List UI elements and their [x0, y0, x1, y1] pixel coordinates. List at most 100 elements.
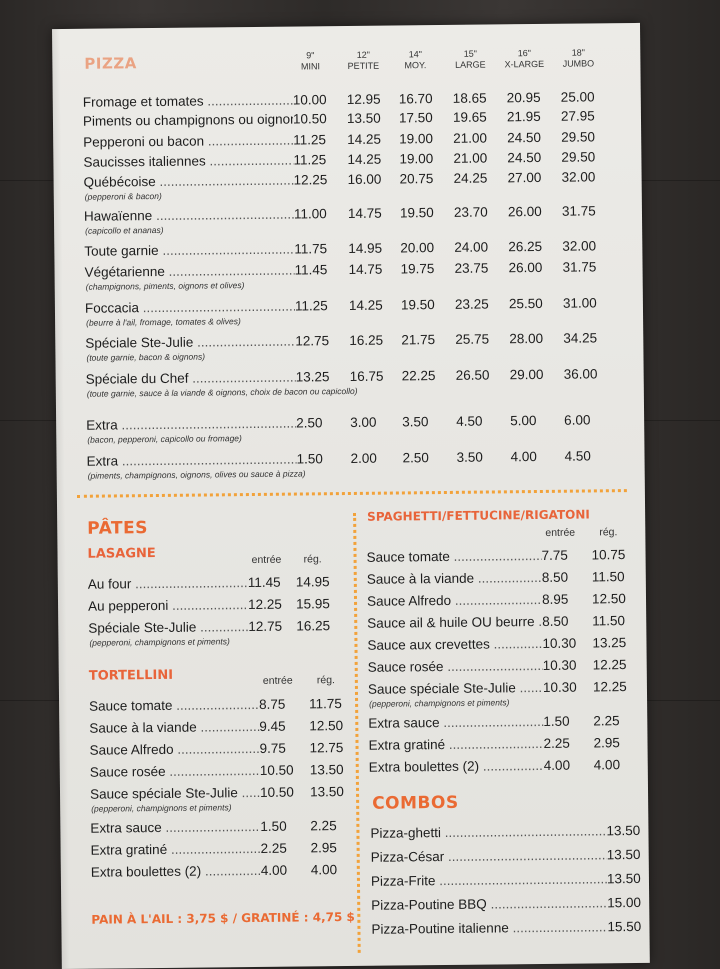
pizza-size-column: 12" PETITE	[340, 50, 386, 72]
spaghetti-title: SPAGHETTI/FETTUCINE/RIGATONI	[367, 507, 590, 524]
pizza-price: 20.95	[506, 89, 541, 106]
pizza-price: 24.25	[453, 170, 488, 186]
pizza-price: 14.75	[347, 205, 382, 221]
menu-price-reg: 13.50	[309, 784, 344, 800]
menu-item-name: Sauce aux crevettes	[367, 636, 542, 654]
pizza-price: 21.00	[453, 130, 488, 146]
pizza-name: Extra	[86, 416, 296, 434]
pizza-price: 20.75	[399, 171, 434, 187]
pizza-price: 4.00	[510, 449, 537, 465]
pates-title: PÂTES	[87, 518, 149, 539]
menu-price-entree: 1.50	[543, 713, 570, 729]
pizza-price: 16.25	[349, 332, 384, 348]
pizza-price: 31.00	[562, 295, 597, 311]
pizza-price: 21.75	[401, 332, 436, 348]
combos-title: COMBOS	[372, 792, 459, 814]
pizza-size-inches: 18"	[571, 47, 585, 58]
pizza-price: 34.25	[563, 330, 598, 346]
pizza-name: Saucisses italiennes	[83, 153, 293, 171]
pizza-name: Québécoise	[84, 173, 294, 191]
pizza-price: 27.95	[560, 108, 595, 124]
pizza-price: 10.00	[292, 92, 327, 108]
pizza-name: Foccacia	[85, 299, 295, 317]
pizza-name: Spéciale Ste-Julie	[85, 334, 295, 352]
menu-item-name: Sauce spéciale Ste-Julie	[90, 785, 260, 803]
pizza-list: Fromage et tomates10.00 12.95 16.70 18.65 20…	[52, 23, 640, 480]
combo-name: Pizza-Poutine BBQ	[371, 895, 607, 913]
pizza-price: 12.95	[346, 91, 381, 107]
menu-item-name: Sauce à la viande	[367, 570, 542, 588]
pizza-price: 31.75	[561, 203, 596, 219]
pizza-price: 12.25	[293, 172, 328, 188]
pizza-size-label: LARGE	[455, 59, 486, 70]
pizza-price: 2.50	[402, 450, 429, 466]
menu-price-entree: 8.95	[541, 591, 569, 607]
pizza-size-column: 14" MOY.	[392, 49, 438, 71]
pizza-price: 3.50	[402, 414, 429, 430]
pizza-price: 2.00	[350, 450, 377, 466]
pizza-price: 11.00	[293, 206, 327, 222]
pizza-size-inches: 14"	[408, 49, 422, 60]
pizza-price: 13.50	[346, 110, 381, 126]
menu-price-reg: 2.25	[593, 713, 620, 729]
pizza-price: 16.70	[398, 91, 433, 107]
pizza-size-header: 9" MINI 12" PETITE 14" MOY. 15" LARGE 16" X-LARGE…	[52, 23, 640, 72]
pizza-size-label: JUMBO	[562, 58, 595, 69]
pizza-size-label: PETITE	[347, 60, 380, 71]
menu-item-name: Extra sauce	[368, 714, 543, 732]
pizza-size-inches: 9"	[306, 50, 315, 61]
menu-item-note: (pepperoni, champignons et piments)	[91, 802, 232, 814]
pizza-price: 21.00	[453, 150, 488, 166]
spaghetti-list: entrée rég. Sauce tomate7.75 10.75 Sauce à l…	[52, 23, 640, 775]
pizza-price: 22.25	[401, 368, 436, 384]
pizza-price: 24.50	[507, 149, 542, 166]
menu-price-entree: 8.50	[542, 613, 569, 629]
pizza-price: 20.00	[400, 240, 435, 256]
column-header-reg: rég.	[599, 526, 618, 539]
combo-price: 13.50	[606, 822, 641, 839]
pizza-price: 12.75	[295, 333, 330, 349]
pizza-price: 4.50	[456, 413, 483, 429]
menu-price-reg: 4.00	[593, 757, 621, 773]
pizza-price: 19.65	[452, 109, 487, 125]
menu-price-entree: 10.30	[542, 635, 577, 651]
menu-item-name: Extra boulettes (2)	[369, 758, 544, 776]
combos-list: Pizza-ghetti13.50Pizza-César13.50Pizza-F…	[52, 23, 641, 937]
pizza-name: Fromage et tomates	[83, 93, 293, 111]
menu-price-entree: 2.25	[543, 735, 570, 751]
pizza-price: 24.00	[454, 239, 489, 255]
combo-name: Pizza-César	[371, 847, 607, 865]
menu-price-reg: 11.50	[591, 569, 625, 585]
pizza-price: 3.00	[350, 414, 377, 430]
pizza-price: 27.00	[507, 169, 542, 186]
pizza-price: 5.00	[510, 413, 537, 429]
pizza-price: 19.00	[399, 131, 434, 147]
pizza-price: 19.00	[399, 151, 434, 167]
menu-price-reg: 10.75	[591, 547, 626, 563]
pizza-note: (piments, champignons, oignons, olives o…	[87, 468, 306, 481]
pizza-price: 16.00	[347, 171, 382, 187]
menu-item-name: Sauce ail & huile OU beurre	[367, 614, 542, 632]
menu-price-reg: 13.25	[592, 635, 627, 651]
pizza-size-label: MINI	[300, 61, 320, 72]
pizza-price: 23.75	[454, 260, 489, 276]
pizza-name: Toute garnie	[84, 242, 294, 260]
pizza-price: 14.95	[348, 240, 383, 256]
pizza-price: 25.00	[560, 89, 595, 105]
pizza-price: 14.75	[348, 261, 383, 277]
combo-name: Pizza-Frite	[371, 871, 607, 889]
menu-price-reg: 12.25	[592, 657, 627, 673]
pizza-name: Végétarienne	[84, 263, 294, 281]
pizza-price: 26.50	[455, 367, 490, 383]
combo-name: Pizza-Poutine italienne	[371, 919, 607, 937]
pizza-price: 16.75	[349, 368, 384, 384]
pizza-price: 13.25	[295, 369, 330, 385]
pizza-size-column: 15" LARGE	[447, 48, 493, 70]
pizza-note: (toute garnie, sauce à la viande & oigno…	[86, 385, 358, 399]
pizza-price: 36.00	[563, 366, 598, 382]
pizza-price: 4.50	[564, 448, 591, 464]
pizza-size-inches: 15"	[463, 48, 477, 59]
pizza-price: 19.50	[400, 297, 435, 313]
pizza-price: 11.75	[294, 241, 328, 257]
